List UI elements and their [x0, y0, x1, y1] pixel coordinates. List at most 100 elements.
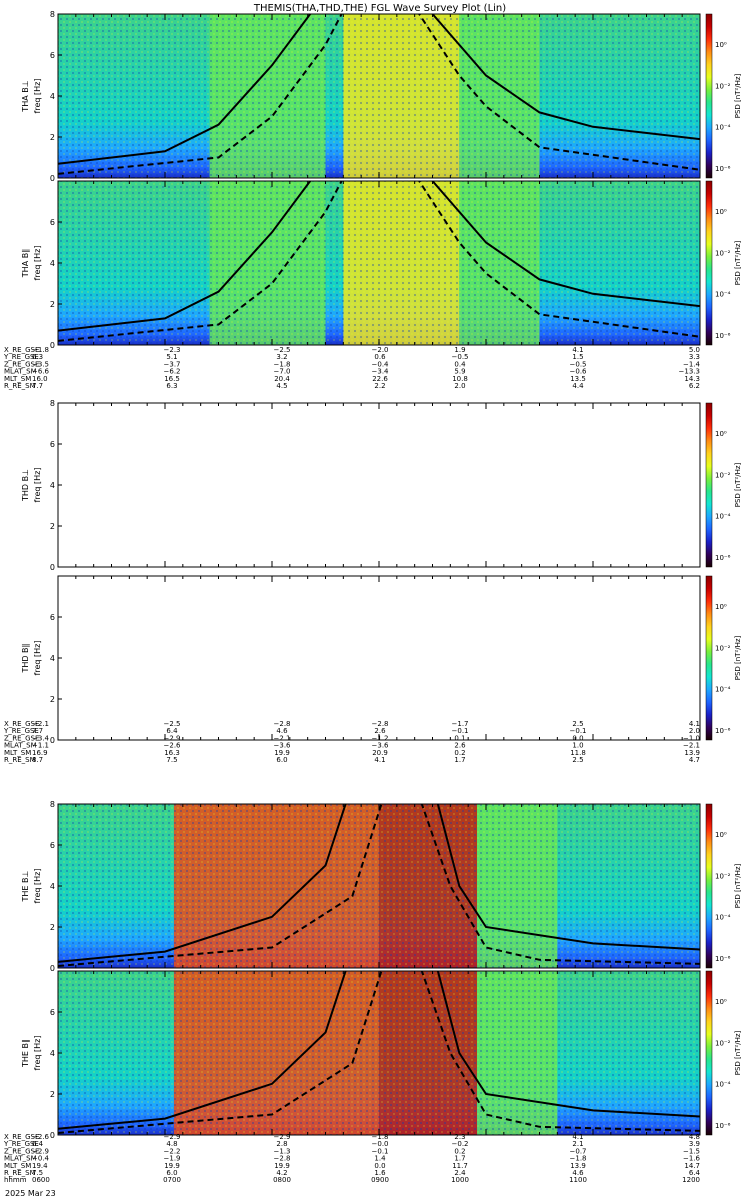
date-label: 2025 Mar 23 [5, 1189, 56, 1198]
ephemeris-value: −2.9 [164, 734, 181, 742]
ephemeris-value: −0.7 [570, 1147, 587, 1155]
ephemeris-value: 7.7 [32, 382, 43, 390]
ephemeris-value: 13.9 [684, 749, 700, 757]
colorbar [705, 180, 713, 346]
ephemeris-value: 19.9 [274, 749, 290, 757]
y-tick-label: 6 [50, 841, 55, 850]
colorbar-tick-label: 10⁻⁴ [715, 1081, 731, 1089]
ephemeris-row-label: MLT_SM [4, 1162, 31, 1170]
ephemeris-value: 13.5 [570, 375, 586, 383]
ephemeris-value: 4.8 [689, 1133, 700, 1141]
colorbar-tick-label: 10⁻² [715, 872, 731, 880]
ephemeris-value: 2.0 [454, 382, 465, 390]
ephemeris-value: −2.2 [164, 1147, 181, 1155]
ephemeris-value: −2.1 [683, 742, 700, 750]
colorbar-tick-label: 10⁻⁴ [715, 914, 731, 922]
panel-thd-bpar: 0 2 4 6 THD B∥ freq [Hz] 10⁰ 10⁻² 10⁻⁴ 10⁻⁶ PSD [n… [21, 575, 742, 745]
ephemeris-row-label: MLAT_SM [4, 1155, 37, 1163]
ephemeris-row-label: X_RE_GSE [4, 346, 39, 354]
ephemeris-value: 10.8 [452, 375, 468, 383]
colorbar-tick-label: 10⁻⁴ [715, 291, 731, 299]
ephemeris-value: −0.1 [570, 727, 587, 735]
y-axis-label: THA B∥ [21, 249, 30, 278]
ephemeris-value: −1.8 [274, 360, 291, 368]
y-axis-label: freq [Hz] [33, 468, 42, 503]
ephemeris-value: −1.7 [452, 720, 469, 728]
y-tick-label: 0 [50, 174, 55, 183]
ephemeris-value: −1.8 [570, 1155, 587, 1163]
y-axis-label: freq [Hz] [33, 1036, 42, 1071]
ephemeris-value: −3.4 [32, 734, 50, 742]
ephemeris-value: 1.0 [572, 742, 583, 750]
ephemeris-the: X_RE_GSE−2.6 −2.9 −2.9 −1.8 2.3 4.1 4.8 Y_RE_GS… [3, 1133, 701, 1184]
panel-the-bl: 0 2 4 6 8 THE B⊥ freq [Hz] 10⁰ 10⁻² 10⁻⁴ 10⁻⁶ PSD [… [21, 800, 742, 973]
y-tick-label: 8 [50, 10, 55, 19]
colorbar-tick-label: 10⁰ [715, 831, 727, 839]
y-axis-label: THD B⊥ [21, 469, 30, 502]
ephemeris-value: 7.5 [166, 756, 177, 764]
colorbar-tick-label: 10⁻⁶ [715, 332, 731, 340]
y-tick-label: 6 [50, 1008, 55, 1017]
y-tick-label: 6 [50, 51, 55, 60]
ephemeris-value: −0.5 [570, 360, 587, 368]
ephemeris-value: 20.9 [372, 749, 388, 757]
ephemeris-value: 2.0 [689, 727, 700, 735]
ephemeris-value: −7.0 [274, 368, 291, 376]
y-tick-label: 4 [50, 481, 55, 490]
ephemeris-value: 2.5 [572, 756, 583, 764]
curve-fcp_dash_right [417, 181, 700, 338]
ephemeris-value: −2.5 [274, 346, 291, 354]
empty-spectrogram [58, 576, 700, 740]
curve-fce_solid [58, 14, 312, 165]
ephemeris-value: 4.5 [276, 382, 287, 390]
ephemeris-row-label: R_RE_SM [4, 1169, 36, 1177]
y-axis-label: freq [Hz] [33, 641, 42, 676]
ephemeris-row-label: MLAT_SM [4, 742, 37, 750]
colorbar-label: PSD [nT²/Hz] [734, 240, 742, 285]
curve-fce_solid_right [431, 14, 700, 141]
ephemeris-value: 0600 [32, 1176, 50, 1184]
y-tick-label: 2 [50, 923, 55, 932]
ephemeris-row-label: Z_RE_GSE [4, 1147, 39, 1155]
ephemeris-value: 1.4 [374, 1155, 386, 1163]
ephemeris-value: 1.7 [454, 1155, 465, 1163]
ephemeris-value: 4.2 [276, 1169, 287, 1177]
ephemeris-value: −1.1 [32, 742, 49, 750]
ephemeris-value: −2.5 [164, 720, 181, 728]
colorbar-tick-label: 10⁻⁴ [715, 124, 731, 132]
ephemeris-value: 7.7 [32, 727, 43, 735]
ephemeris-value: 0.2 [454, 749, 465, 757]
ephemeris-value: 1.5 [572, 353, 583, 361]
ephemeris-value: 2.6 [454, 742, 466, 750]
y-tick-label: 4 [50, 882, 55, 891]
panel-tha-bpar: 0 2 4 6 THA B∥ freq [Hz] 10⁰ 10⁻² 10⁻⁴ 10⁻⁶ PSD [n… [21, 180, 742, 350]
ephemeris-row-label: Z_RE_GSE [4, 360, 39, 368]
ephemeris-value: 6.3 [32, 353, 43, 361]
ephemeris-value: 19.9 [274, 1162, 290, 1170]
ephemeris-value: 0700 [163, 1176, 181, 1184]
ephemeris-value: 4.6 [572, 1169, 584, 1177]
panel-the-bpar: 0 2 4 6 THE B∥ freq [Hz] 10⁰ 10⁻² 10⁻⁴ 10⁻⁶ PSD [n… [21, 970, 742, 1140]
ephemeris-value: 13.9 [570, 1162, 586, 1170]
ephemeris-value: 0.0 [374, 1162, 385, 1170]
ephemeris-value: −6.2 [164, 368, 181, 376]
ephemeris-value: 6.0 [166, 1169, 177, 1177]
ephemeris-value: 19.9 [164, 1162, 180, 1170]
ephemeris-value: 4.4 [572, 382, 584, 390]
ephemeris-row-label: Y_RE_GSE [3, 1140, 39, 1148]
ephemeris-value: −0.4 [32, 1155, 50, 1163]
ephemeris-value: 6.4 [166, 727, 178, 735]
ephemeris-value: −0.1 [372, 1147, 389, 1155]
curve-fcp_dash_right [420, 971, 700, 1132]
ephemeris-value: −3.6 [372, 742, 390, 750]
spectrogram-image [58, 14, 700, 178]
ephemeris-value: −2.1 [32, 720, 49, 728]
y-tick-label: 6 [50, 613, 55, 622]
ephemeris-value: −13.3 [679, 368, 700, 376]
ephemeris-row-label: Y_RE_GSE [3, 727, 39, 735]
y-tick-label: 2 [50, 522, 55, 531]
colorbar [705, 13, 713, 179]
colorbar-tick-label: 10⁻⁶ [715, 955, 731, 963]
